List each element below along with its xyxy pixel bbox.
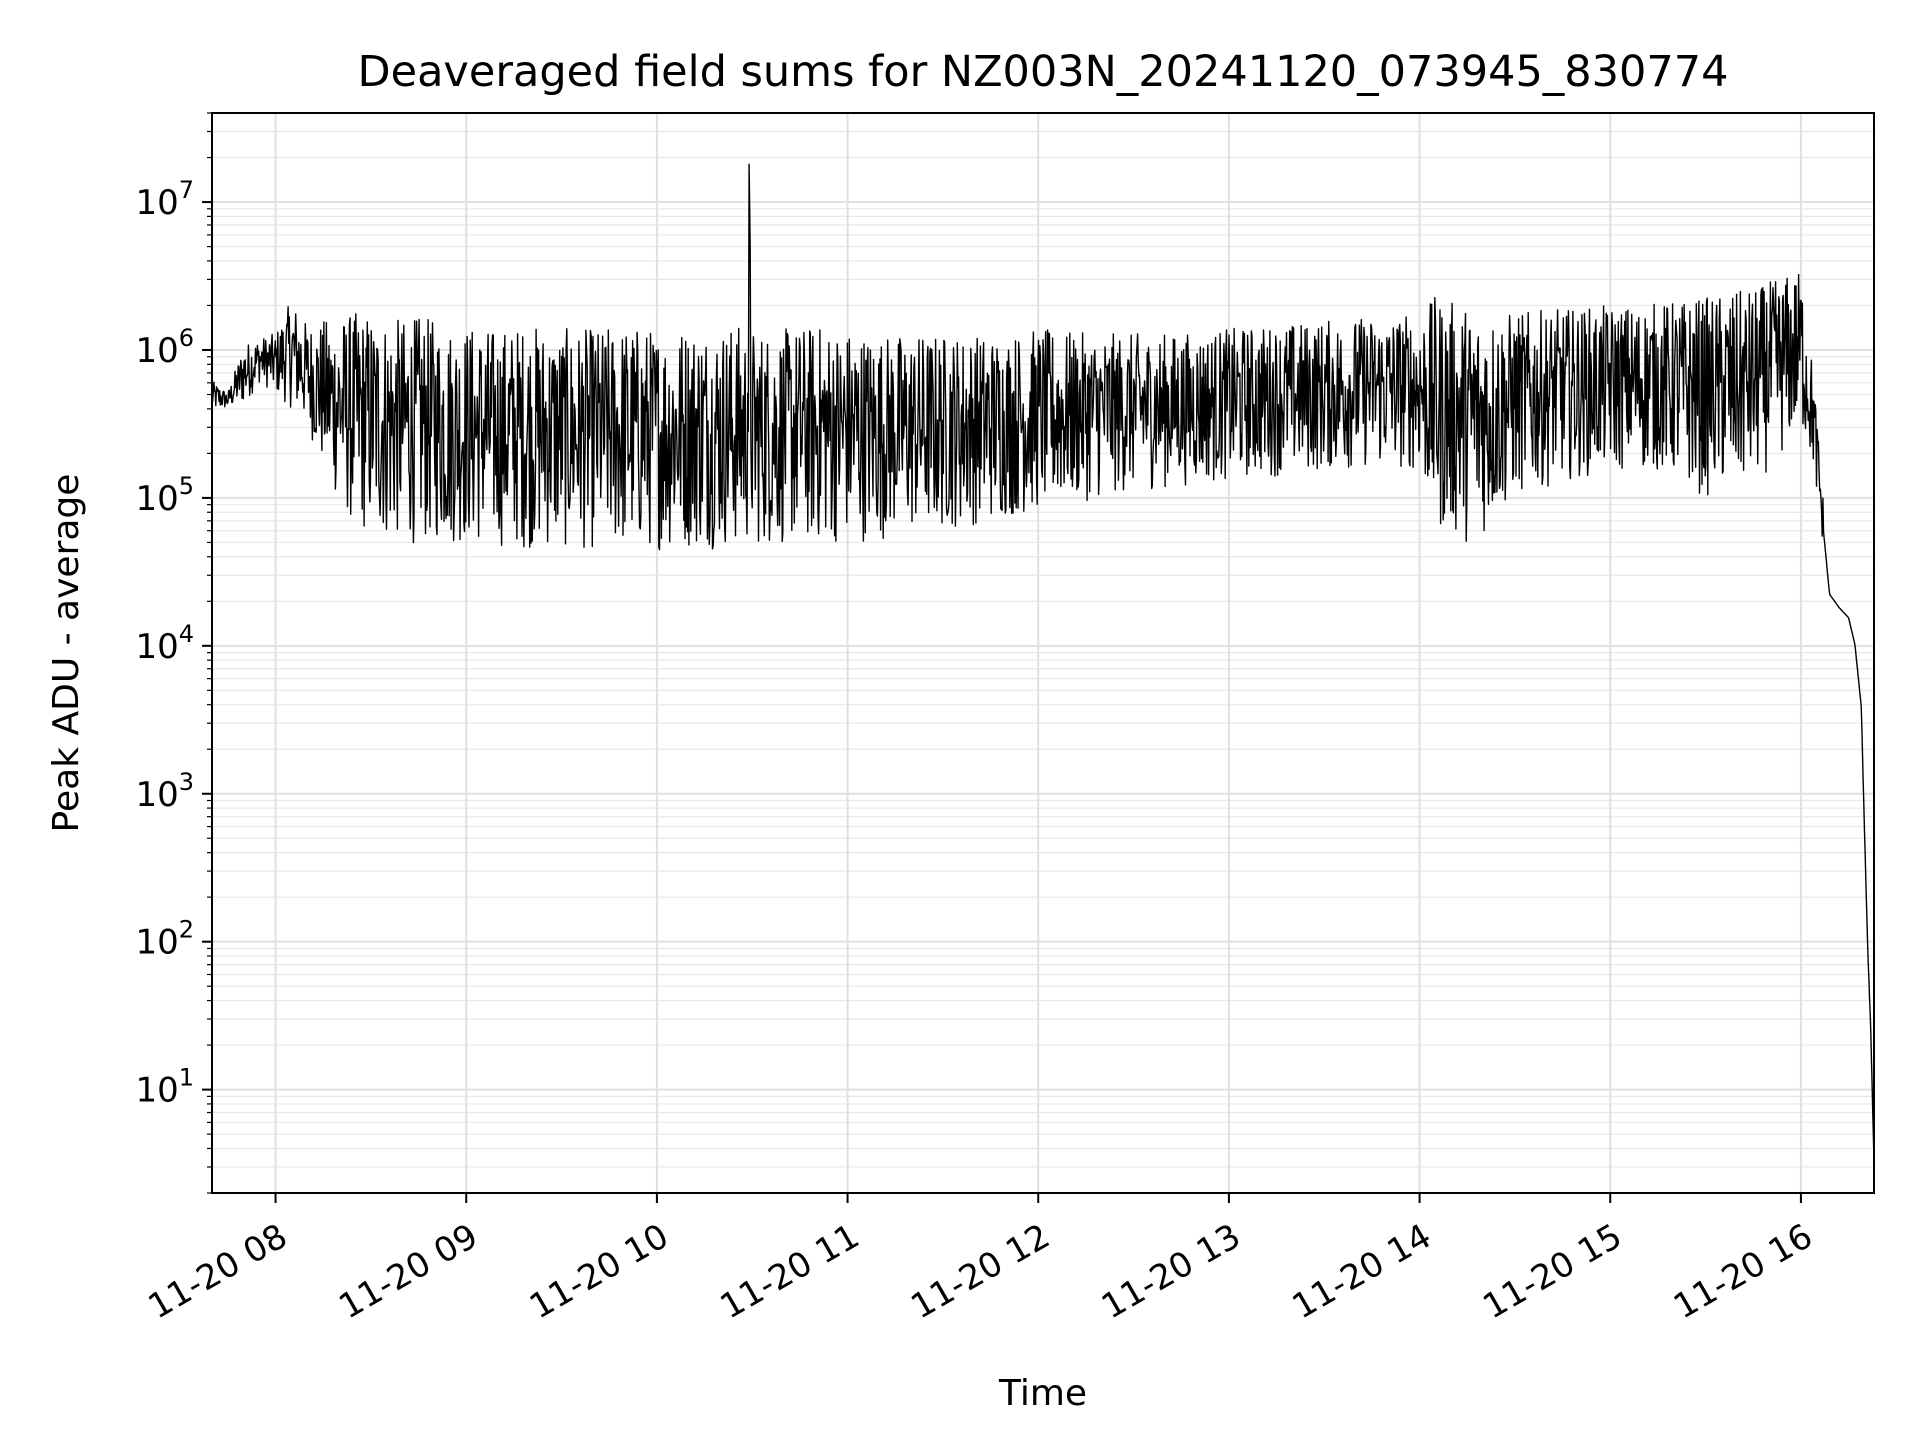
y-tick-label: 103 — [135, 768, 194, 815]
series-line — [211, 163, 1875, 1164]
y-tick-label: 106 — [135, 324, 194, 371]
data-series — [211, 163, 1875, 1164]
y-tick-label: 101 — [135, 1064, 194, 1111]
y-tick-label: 104 — [135, 620, 194, 667]
chart-title: Deaveraged field sums for NZ003N_2024112… — [358, 47, 1729, 97]
y-axis-label: Peak ADU - average — [46, 474, 87, 833]
x-axis-label: Time — [998, 1373, 1087, 1414]
y-tick-label: 107 — [135, 176, 194, 223]
y-axis: 101 102 103 104 105 106 107 — [135, 112, 212, 1194]
grid-lines — [212, 112, 1874, 1194]
y-tick-label: 102 — [135, 916, 194, 963]
y-tick-label: 105 — [135, 472, 194, 519]
